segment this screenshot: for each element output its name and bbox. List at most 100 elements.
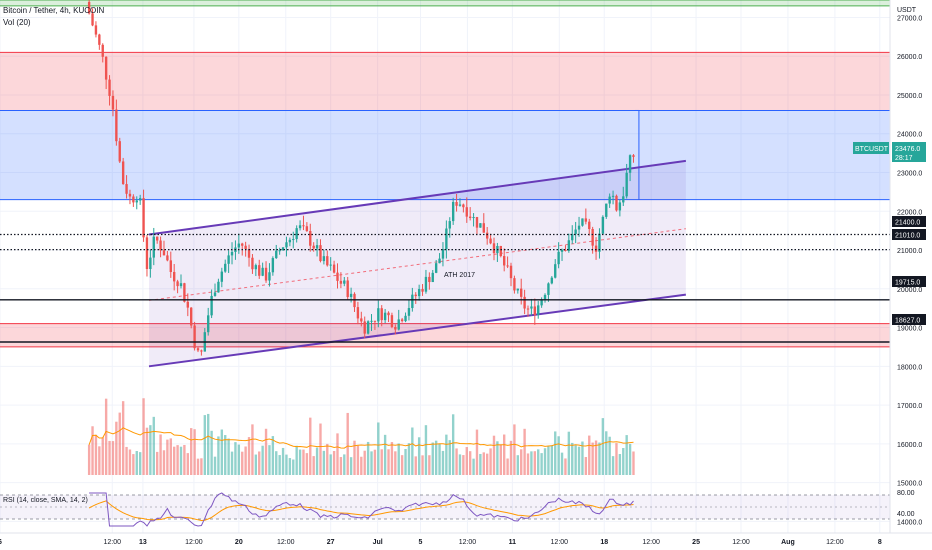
candle-body — [186, 301, 189, 308]
candle-body — [349, 293, 353, 298]
candle-body — [509, 265, 513, 279]
time-tick-label: 5 — [419, 539, 423, 546]
volume-bar — [489, 448, 492, 475]
candle-body — [196, 348, 200, 351]
candle-body — [424, 276, 428, 292]
volume-bar — [424, 425, 428, 475]
candle-body — [251, 257, 254, 270]
candle-body — [305, 226, 309, 232]
candle-body — [472, 217, 475, 219]
volume-bar — [485, 453, 489, 475]
candle-body — [128, 193, 132, 197]
candle-body — [118, 141, 121, 162]
candle-body — [271, 258, 275, 273]
time-axis[interactable]: 6 12:00 13 12:00 20 12:00 27 Jul 5 12:00 11 12:00 18… — [0, 539, 882, 546]
price-badge-countdown: 28:17 — [895, 155, 913, 162]
volume-bar — [479, 453, 482, 475]
candle-body — [332, 264, 336, 273]
candle-body — [247, 249, 251, 258]
candle-body — [417, 289, 421, 297]
candle-body — [468, 216, 472, 218]
volume-bar — [305, 453, 309, 475]
candle-body — [492, 243, 496, 254]
time-tick-label: 12:00 — [459, 539, 477, 546]
volume-bar — [458, 454, 462, 475]
volume-bar — [230, 451, 234, 475]
candle-body — [387, 312, 390, 316]
volume-bar — [520, 449, 523, 475]
candle-body — [278, 250, 281, 252]
candle-body — [227, 255, 230, 264]
candle-body — [516, 288, 519, 291]
volume-bar — [537, 449, 540, 475]
volume-bar — [159, 434, 162, 475]
time-tick-label: Aug — [781, 539, 795, 546]
candle-body — [594, 245, 598, 252]
volume-bar — [104, 398, 108, 475]
volume-bar — [326, 443, 329, 475]
time-tick-label: 20 — [235, 539, 243, 546]
volume-bar — [343, 454, 346, 475]
volume-bar — [441, 450, 445, 475]
candle-body — [115, 109, 118, 142]
candle-body — [588, 221, 591, 230]
candle-body — [503, 256, 506, 266]
price-badge-value: 23476.0 — [895, 146, 920, 153]
candle-body — [591, 229, 594, 246]
candle-body — [264, 267, 268, 281]
price-axis[interactable]: 27000.0 26000.0 25000.0 24000.0 23000.0 22000… — [889, 0, 922, 533]
time-tick-label: 8 — [878, 539, 882, 546]
time-tick-label: 12:00 — [185, 539, 203, 546]
candle-body — [210, 295, 213, 316]
candle-body — [445, 228, 448, 250]
volume-bar — [492, 435, 496, 475]
candle-body — [550, 277, 554, 284]
candle-body — [431, 272, 434, 283]
candle-body — [183, 283, 186, 302]
svg-text:19715.0: 19715.0 — [895, 280, 920, 287]
volume-bar — [421, 455, 424, 475]
volume-bar — [169, 438, 172, 475]
volume-bar — [475, 429, 479, 475]
candle-body — [448, 221, 451, 229]
candle-body — [625, 172, 628, 197]
candle-body — [145, 237, 149, 270]
volume-bar — [190, 428, 193, 475]
price-tick-label: 20000.0 — [897, 287, 922, 294]
svg-text:21010.0: 21010.0 — [895, 233, 920, 240]
parallel-channel — [148, 159, 687, 368]
volume-bar — [172, 446, 176, 475]
candle-body — [428, 276, 431, 283]
candle-body — [281, 247, 285, 251]
volume-bar — [155, 451, 159, 475]
volume-bar — [138, 452, 142, 475]
volume-bar — [394, 451, 397, 475]
volume-bar — [264, 428, 268, 475]
volume-ma-line — [88, 427, 634, 449]
volume-bar — [224, 435, 227, 475]
candle-body — [537, 305, 540, 315]
candle-body — [615, 195, 618, 211]
volume-bar — [128, 449, 132, 475]
candle-body — [152, 236, 155, 258]
candle-body — [292, 239, 295, 241]
candle-body — [149, 257, 152, 270]
volume-bar — [108, 440, 111, 475]
candle-body — [237, 243, 241, 248]
volume-bar — [237, 444, 241, 475]
candle-body — [560, 250, 564, 252]
candle-body — [462, 204, 465, 208]
volume-bar — [234, 442, 237, 475]
volume-bar — [183, 444, 186, 475]
candle-body — [455, 201, 458, 206]
volume-bar — [309, 417, 312, 475]
price-tick-label: 15000.0 — [897, 481, 922, 488]
candle-body — [91, 13, 94, 26]
level-label-21400: 21400.0 — [892, 216, 926, 227]
time-tick-label: 12:00 — [551, 539, 569, 546]
volume-bar — [200, 458, 203, 475]
candle-body — [584, 218, 588, 222]
volume-bar — [462, 455, 465, 475]
volume-bar — [431, 442, 434, 475]
